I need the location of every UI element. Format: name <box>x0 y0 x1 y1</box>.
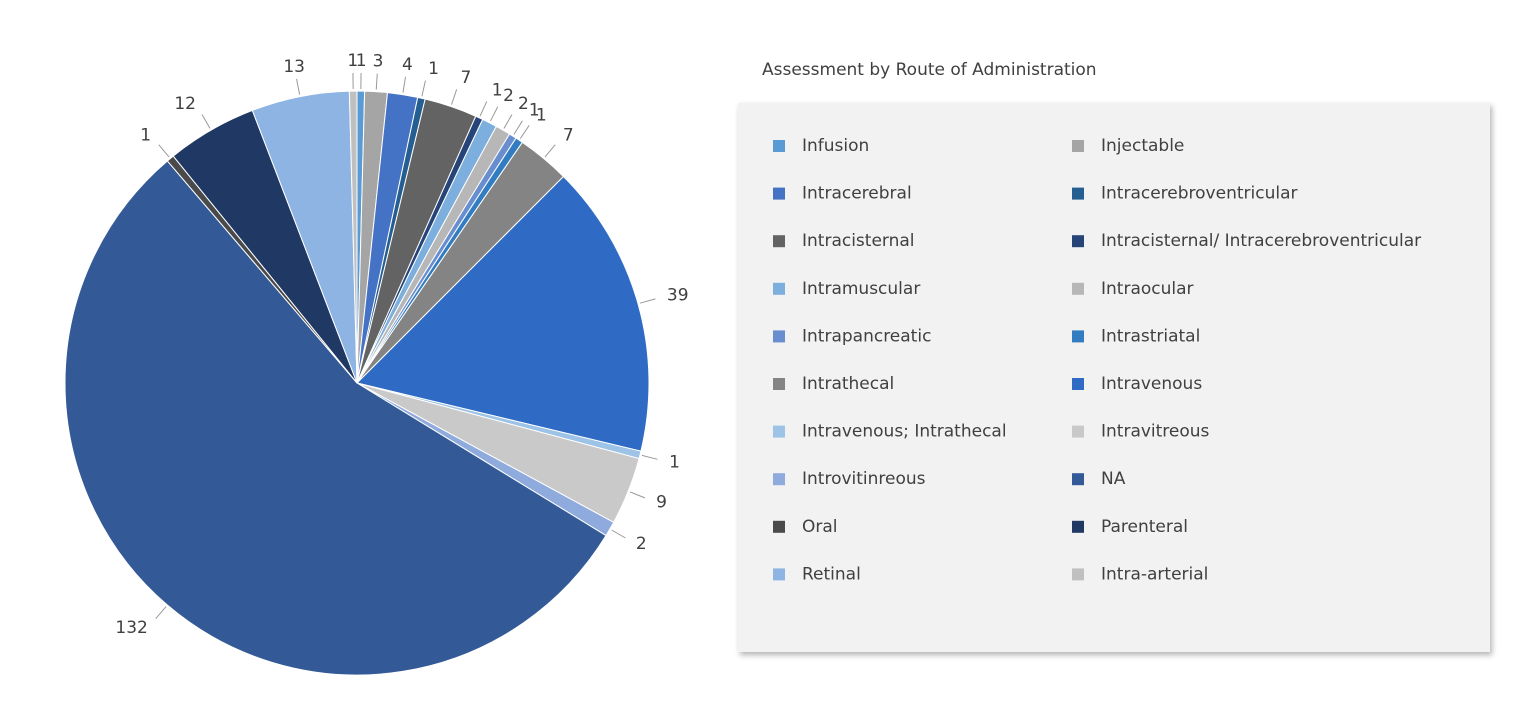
data-label: 12 <box>174 94 196 114</box>
leader-line <box>480 101 487 116</box>
data-label: 39 <box>667 286 689 306</box>
legend-swatch <box>773 188 785 200</box>
legend-label: Intravenous; Intrathecal <box>802 422 1007 442</box>
leader-line <box>642 455 658 459</box>
data-label: 1 <box>428 59 439 79</box>
legend-label: Intracerebral <box>802 184 912 204</box>
data-label: 7 <box>461 68 472 88</box>
data-label: 13 <box>283 57 305 77</box>
legend-swatch <box>1072 568 1084 580</box>
data-label: 4 <box>402 55 413 75</box>
legend-swatch <box>773 426 785 438</box>
legend-swatch <box>1072 473 1084 485</box>
legend-label: Intra-arterial <box>1101 564 1208 584</box>
legend-swatch <box>773 568 785 580</box>
data-label: 132 <box>115 618 147 638</box>
leader-line <box>630 492 645 498</box>
legend-swatch <box>1072 521 1084 533</box>
leader-line <box>403 77 406 93</box>
data-label: 2 <box>503 86 514 106</box>
data-label: 9 <box>656 492 667 512</box>
data-label: 1 <box>536 105 547 125</box>
data-label: 7 <box>563 125 574 145</box>
legend-label: Intracerebroventricular <box>1101 184 1297 204</box>
data-label: 1 <box>492 81 503 101</box>
legend-swatch <box>1072 283 1084 295</box>
legend-swatch <box>1072 426 1084 438</box>
leader-line <box>520 125 529 138</box>
legend-swatch <box>773 235 785 247</box>
legend-swatch <box>1072 330 1084 342</box>
legend-swatch <box>773 140 785 152</box>
leader-line <box>376 74 377 90</box>
legend-label: Intrathecal <box>802 374 894 394</box>
legend-label: Infusion <box>802 136 869 156</box>
leader-line <box>159 145 169 157</box>
leader-line <box>202 115 210 129</box>
leader-line <box>156 607 166 619</box>
leader-line <box>452 89 457 104</box>
leader-line <box>640 299 655 303</box>
data-label: 1 <box>140 125 151 145</box>
legend-label: Oral <box>802 517 838 537</box>
legend-swatch <box>773 521 785 533</box>
legend-label: Intrapancreatic <box>802 326 931 346</box>
data-label: 1 <box>347 51 358 71</box>
legend-swatch <box>773 378 785 390</box>
legend-label: Injectable <box>1101 136 1184 156</box>
legend-label: Intravenous <box>1101 374 1202 394</box>
leader-line <box>422 81 426 97</box>
legend-swatch <box>773 473 785 485</box>
legend-label: Intracisternal/ Intracerebroventricular <box>1101 231 1421 251</box>
legend-swatch <box>1072 378 1084 390</box>
legend-label: Intrastriatal <box>1101 326 1200 346</box>
leader-line <box>514 121 523 135</box>
data-label: 2 <box>518 94 529 114</box>
leader-line <box>612 530 626 538</box>
leader-line <box>545 145 555 157</box>
legend-swatch <box>1072 188 1084 200</box>
data-label: 3 <box>373 52 384 72</box>
leader-line <box>504 115 512 129</box>
leader-line <box>490 107 497 121</box>
legend-label: Intraocular <box>1101 279 1194 299</box>
legend-label: Intracisternal <box>802 231 915 251</box>
legend-label: Retinal <box>802 564 861 584</box>
leader-line <box>297 79 300 95</box>
legend-label: NA <box>1101 469 1126 489</box>
data-label: 2 <box>636 534 647 554</box>
legend-swatch <box>1072 140 1084 152</box>
legend-swatch <box>1072 235 1084 247</box>
legend-label: Introvitinreous <box>802 469 926 489</box>
legend-label: Intravitreous <box>1101 422 1210 442</box>
data-label: 1 <box>669 452 680 472</box>
legend-label: Intramuscular <box>802 279 920 299</box>
legend-label: Parenteral <box>1101 517 1188 537</box>
legend-swatch <box>773 283 785 295</box>
legend-swatch <box>773 330 785 342</box>
chart-title: Assessment by Route of Administration <box>762 60 1097 80</box>
